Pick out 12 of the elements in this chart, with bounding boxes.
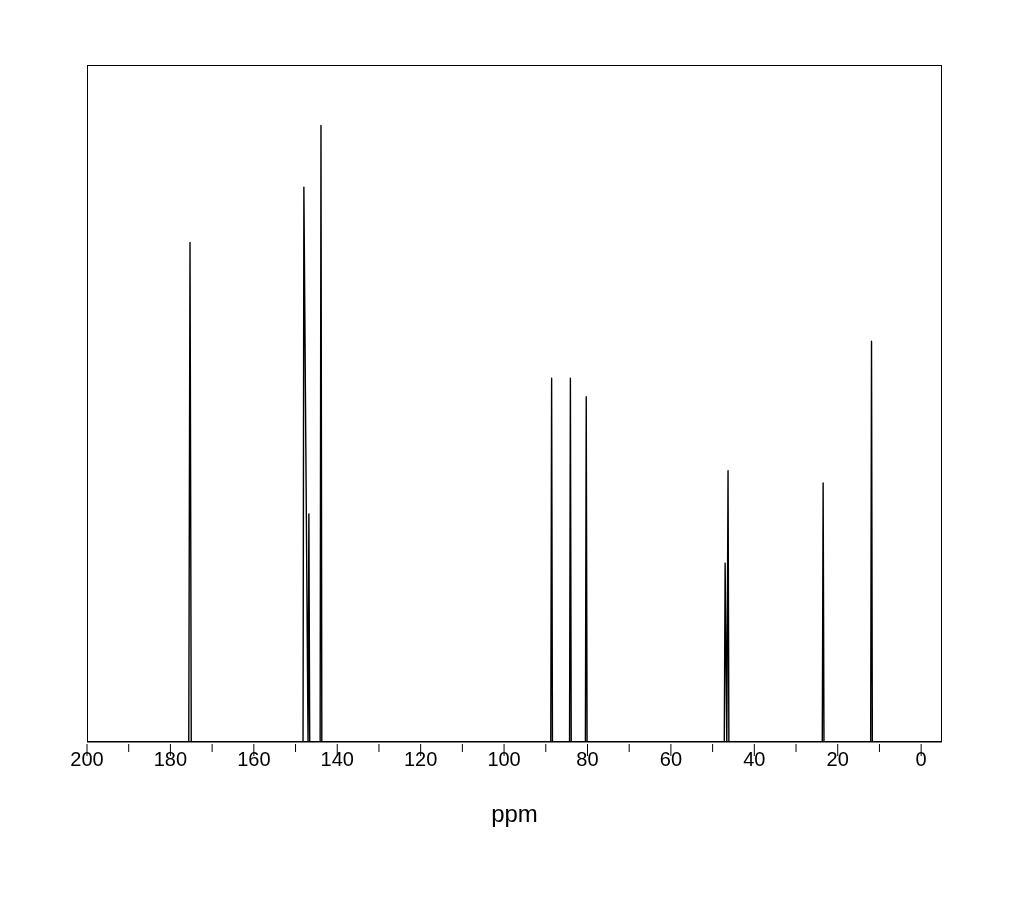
- x-tick-label: 180: [153, 748, 188, 770]
- x-tick-label: 40: [743, 748, 766, 770]
- x-tick-label: 140: [320, 748, 354, 770]
- x-axis-title: ppm: [491, 800, 538, 827]
- x-tick-label: 60: [659, 748, 683, 770]
- x-tick-label: 100: [487, 748, 521, 770]
- x-tick-label: 80: [576, 748, 599, 770]
- x-tick-label: 120: [403, 748, 438, 770]
- x-tick-label: 200: [70, 748, 104, 770]
- x-tick-label: 0: [915, 748, 927, 770]
- x-tick-label: 20: [826, 748, 849, 770]
- x-tick-label: 160: [237, 748, 271, 770]
